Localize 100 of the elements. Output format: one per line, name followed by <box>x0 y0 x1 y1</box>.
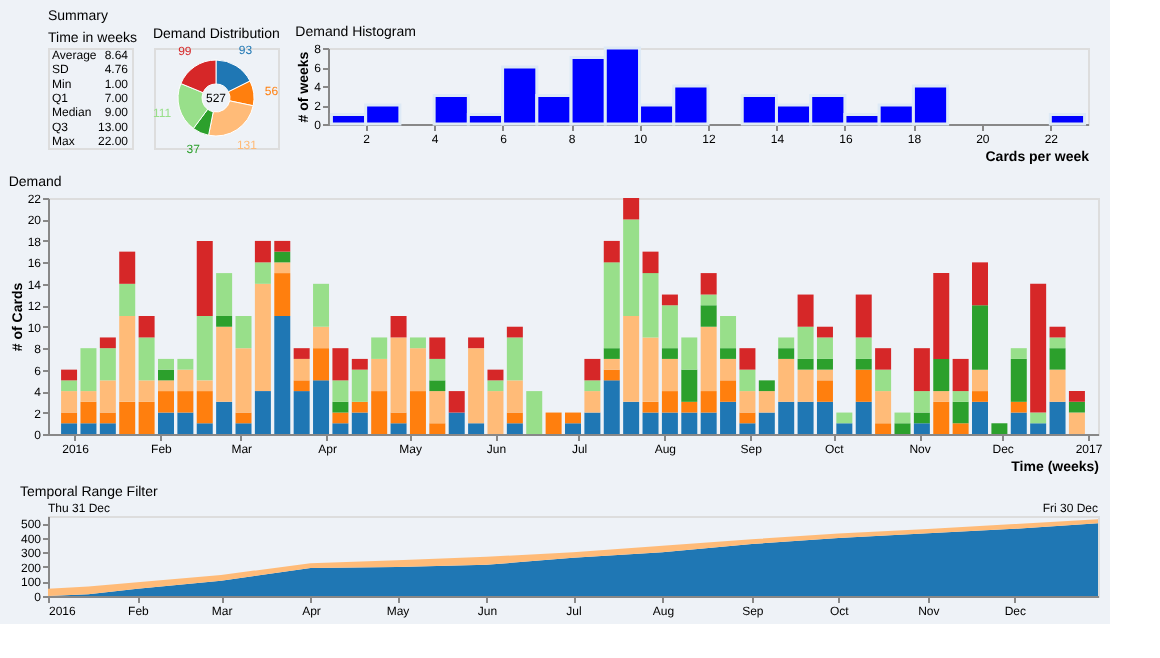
bar <box>816 326 833 338</box>
bar <box>254 262 271 284</box>
bar <box>293 348 310 359</box>
bar <box>99 337 116 349</box>
bar <box>216 273 233 316</box>
bar <box>700 273 717 295</box>
bar <box>952 358 969 392</box>
bar <box>235 412 252 424</box>
bar <box>196 391 213 424</box>
bar <box>894 423 911 434</box>
bar <box>1049 326 1066 338</box>
bar <box>952 423 969 434</box>
bar <box>274 251 291 263</box>
bar <box>429 358 446 381</box>
bar <box>1030 283 1047 413</box>
bar <box>487 380 504 392</box>
bar <box>1010 348 1027 359</box>
bar <box>235 316 252 349</box>
bar <box>855 369 872 402</box>
bar <box>681 369 698 402</box>
bar <box>584 391 601 413</box>
bar <box>293 380 310 392</box>
bar <box>506 423 523 434</box>
bar <box>313 283 330 327</box>
bar <box>972 262 989 306</box>
bar <box>429 380 446 392</box>
bar <box>1049 369 1066 402</box>
bar <box>952 401 969 424</box>
bar <box>991 423 1008 434</box>
bar <box>933 391 950 402</box>
bar <box>739 412 756 424</box>
bar <box>875 348 892 370</box>
bar <box>584 380 601 392</box>
bar <box>1010 358 1027 402</box>
bar <box>1068 391 1085 402</box>
bar <box>933 358 950 392</box>
bar <box>778 348 795 359</box>
bar <box>584 358 601 381</box>
bar <box>526 391 543 434</box>
bar <box>933 401 950 434</box>
bar <box>351 358 368 370</box>
bar <box>875 369 892 392</box>
bar <box>313 326 330 349</box>
bar <box>739 391 756 413</box>
bar <box>448 391 465 413</box>
bar <box>972 391 989 402</box>
bar <box>1049 337 1066 349</box>
bar <box>371 358 388 392</box>
bar <box>1049 401 1066 434</box>
bar <box>797 294 814 327</box>
bar <box>332 380 349 402</box>
bar <box>1030 412 1047 424</box>
bar <box>293 358 310 381</box>
bar <box>157 369 174 381</box>
bar <box>875 391 892 424</box>
bar <box>972 369 989 392</box>
bar <box>313 348 330 381</box>
bar <box>972 305 989 370</box>
bar <box>1049 348 1066 370</box>
bar <box>351 369 368 402</box>
bar <box>855 337 872 359</box>
bar <box>332 401 349 413</box>
bar <box>216 316 233 327</box>
bar <box>642 251 659 274</box>
bar <box>913 412 930 424</box>
bar <box>1068 412 1085 434</box>
bar <box>332 348 349 381</box>
bar <box>855 401 872 434</box>
bar <box>487 369 504 381</box>
bar <box>429 337 446 359</box>
bar <box>1010 401 1027 413</box>
bar <box>196 316 213 381</box>
bar <box>661 294 678 306</box>
bar <box>468 337 485 349</box>
bar <box>894 412 911 424</box>
bar <box>506 412 523 424</box>
bar <box>371 337 388 359</box>
bar <box>875 423 892 434</box>
bar <box>506 380 523 413</box>
bar <box>506 326 523 338</box>
bar <box>138 316 155 338</box>
bar <box>720 316 737 349</box>
bar <box>603 348 620 359</box>
bar <box>855 294 872 338</box>
bar <box>700 305 717 327</box>
bar <box>972 401 989 434</box>
bar <box>429 391 446 424</box>
bar <box>739 348 756 370</box>
bar <box>409 337 426 349</box>
bar <box>1068 401 1085 413</box>
bar <box>720 348 737 359</box>
bar <box>603 369 620 381</box>
bar <box>700 294 717 306</box>
bar <box>836 412 853 424</box>
bar <box>119 251 136 284</box>
bar <box>913 391 930 413</box>
bar <box>855 358 872 370</box>
bar <box>390 423 407 434</box>
bar <box>739 369 756 392</box>
bar <box>778 337 795 349</box>
